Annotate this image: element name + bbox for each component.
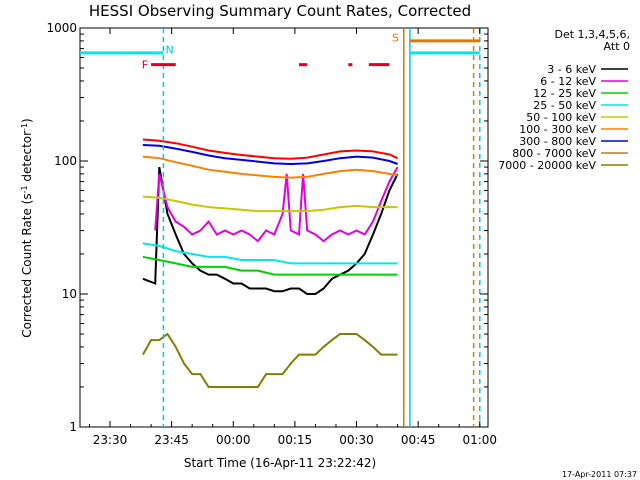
legend-label-4: 50 - 100 keV xyxy=(526,111,596,124)
legend-header-line1: Det 1,3,4,5,6, xyxy=(554,28,630,41)
x-tick-label: 00:15 xyxy=(278,433,313,447)
flag-label-s: S xyxy=(392,31,399,44)
series-line-4 xyxy=(142,195,398,213)
x-tick-label: 01:00 xyxy=(462,433,497,447)
y-tick-label: 1000 xyxy=(46,21,77,35)
series-layer xyxy=(142,138,399,388)
x-tick-label: 00:00 xyxy=(216,433,251,447)
series-line-8 xyxy=(142,332,398,388)
x-axis-label: Start Time (16-Apr-11 23:22:42) xyxy=(184,456,376,470)
legend-label-8: 7000 - 20000 keV xyxy=(498,159,596,172)
chart-title: HESSI Observing Summary Count Rates, Cor… xyxy=(89,2,471,20)
flag-label-n: N xyxy=(165,43,173,56)
legend-header-line2: Att 0 xyxy=(604,40,630,53)
x-axis: 23:30 23:45 00:00 00:15 00:30 00:45 01:00 xyxy=(88,28,497,447)
legend-label-1: 6 - 12 keV xyxy=(540,75,596,88)
legend-label-7: 800 - 7000 keV xyxy=(512,147,596,160)
series-line-3 xyxy=(142,242,398,265)
y-tick-label: 10 xyxy=(62,287,77,301)
legend-label-3: 25 - 50 keV xyxy=(533,99,596,112)
series-line-9 xyxy=(142,138,399,160)
series-line-2 xyxy=(142,255,398,276)
legend-label-2: 12 - 25 keV xyxy=(533,87,596,100)
series-line-1 xyxy=(154,166,399,243)
plot-frame xyxy=(79,27,489,428)
x-tick-label: 23:45 xyxy=(154,433,189,447)
y-tick-label: 100 xyxy=(54,154,77,168)
y-tick-label: 1 xyxy=(69,420,77,434)
plot-area: FNS 23:30 23:45 00:00 00:15 00:30 00:45 01:00 … xyxy=(46,21,497,447)
legend-label-5: 100 - 300 keV xyxy=(519,123,596,136)
x-tick-label: 00:30 xyxy=(339,433,374,447)
marker-layer: F N S xyxy=(80,28,481,427)
x-tick-label: 00:45 xyxy=(401,433,436,447)
series-line-0 xyxy=(142,166,399,295)
y-axis-label: Corrected Count Rate (s-1 detector-1) xyxy=(20,118,35,337)
x-tick-label: 23:30 xyxy=(93,433,128,447)
y-axis: 1 10 100 1000 xyxy=(46,21,488,434)
footer-timestamp: 17-Apr-2011 07:37 xyxy=(562,470,637,479)
flag-label-f: F xyxy=(142,59,148,72)
series-line-6 xyxy=(142,144,398,166)
legend-label-6: 300 - 800 keV xyxy=(519,135,596,148)
legend-label-0: 3 - 6 keV xyxy=(547,63,596,76)
series-line-5 xyxy=(142,155,398,179)
